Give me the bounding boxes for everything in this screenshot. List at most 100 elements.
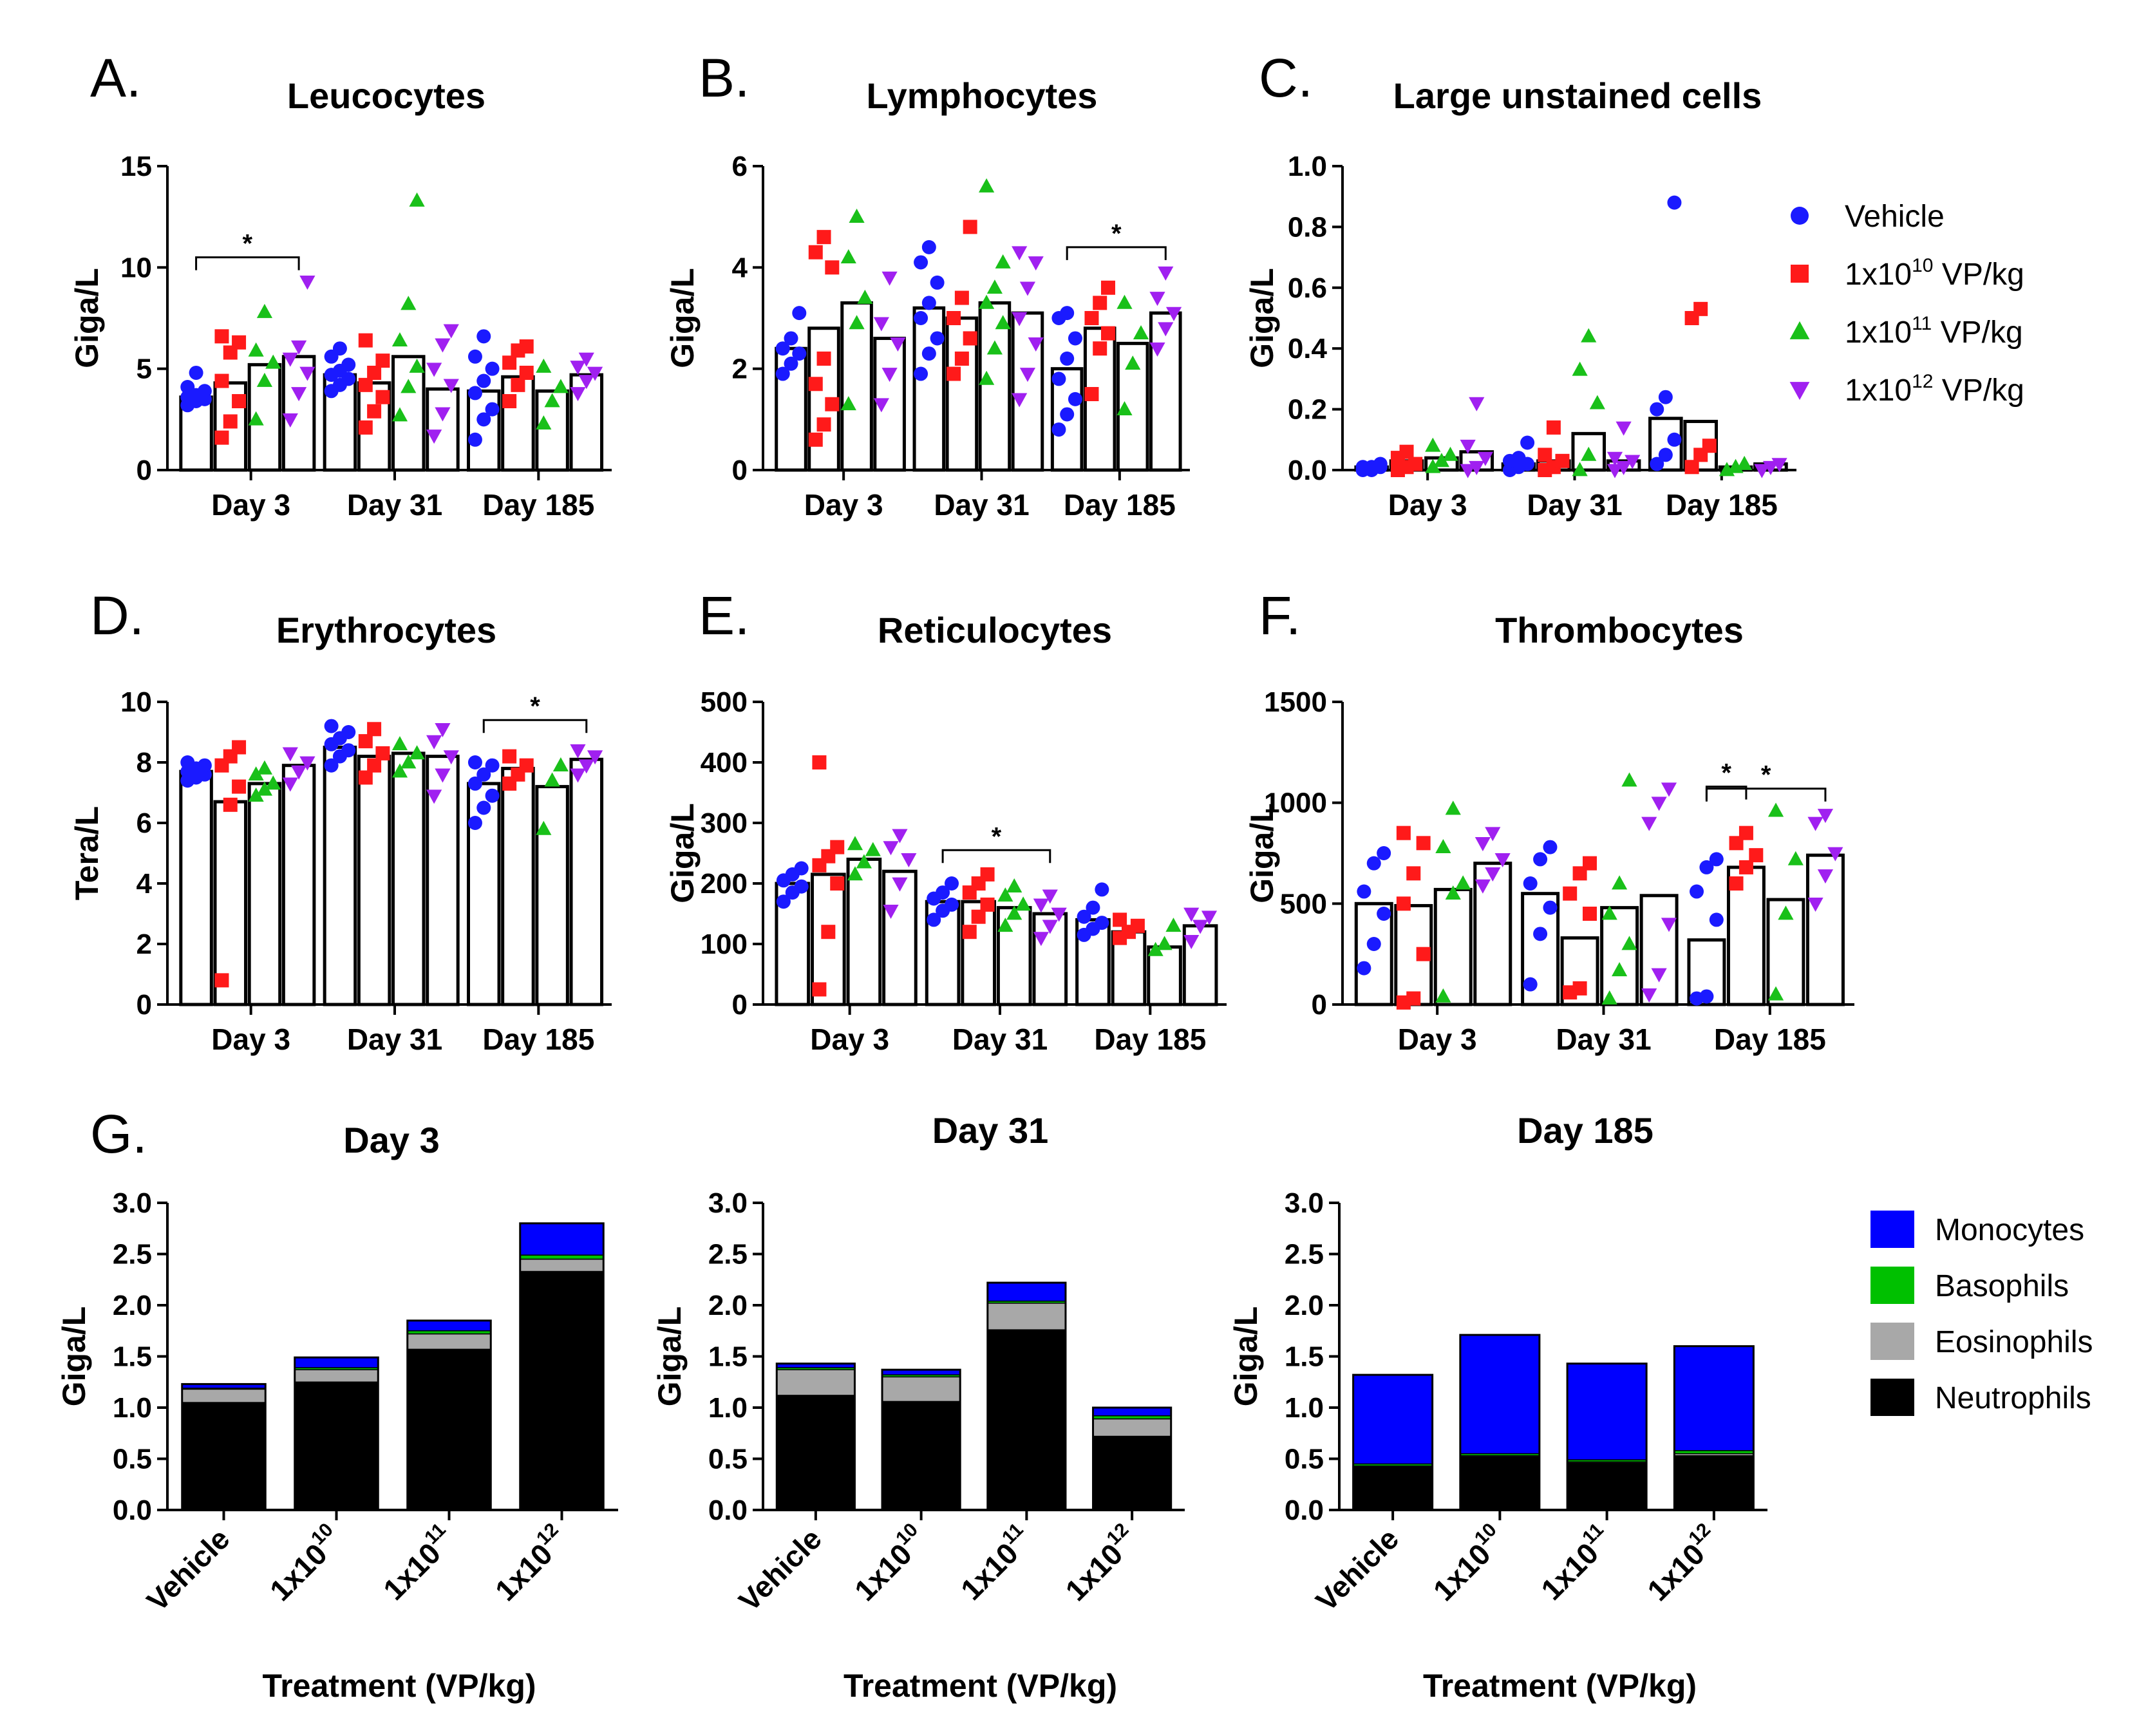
data-point	[921, 296, 936, 310]
data-point	[1709, 912, 1724, 927]
mean-bar	[1011, 311, 1044, 472]
data-point	[291, 387, 307, 402]
legend-label: Monocytes	[1935, 1213, 2084, 1247]
data-point	[997, 918, 1013, 932]
data-point	[980, 897, 995, 912]
y-tick-label: 1.0	[708, 1392, 748, 1424]
data-point	[1060, 306, 1075, 321]
mean-bar	[535, 785, 569, 1006]
data-point	[435, 768, 451, 783]
data-point	[930, 275, 945, 290]
significance-star: *	[992, 822, 1002, 851]
x-category-label: Day 185	[1666, 488, 1778, 522]
panel-letter: A.	[90, 48, 141, 108]
data-point	[816, 351, 831, 366]
data-point	[570, 361, 586, 375]
data-point	[1147, 941, 1164, 956]
y-tick-label: 1000	[1264, 788, 1327, 819]
data-point	[367, 365, 382, 380]
y-tick-label: 0.0	[113, 1495, 152, 1526]
data-point	[282, 747, 298, 762]
data-point	[1012, 393, 1028, 408]
panel-letter: E.	[699, 585, 749, 646]
significance-bracket	[1066, 246, 1167, 260]
data-point	[248, 411, 264, 426]
y-tick-label: 2	[137, 929, 152, 960]
data-point	[1130, 918, 1145, 933]
panel-letter: C.	[1259, 48, 1313, 108]
data-point	[979, 294, 995, 309]
data-point	[485, 361, 500, 376]
data-point	[1051, 372, 1066, 386]
legend-label-base: 1x10	[1845, 258, 1912, 292]
mean-bar	[882, 869, 918, 1006]
data-point	[1396, 896, 1411, 911]
data-point	[1455, 875, 1471, 890]
data-point	[947, 366, 961, 381]
data-point	[476, 329, 491, 344]
data-point	[409, 745, 425, 760]
legend-label-base: Vehicle	[1845, 200, 1945, 234]
data-point	[1738, 826, 1753, 840]
data-point	[1095, 882, 1109, 897]
data-point	[1201, 910, 1218, 925]
y-tick-label: 0.5	[708, 1444, 748, 1475]
data-point	[1377, 846, 1391, 860]
data-point	[1651, 968, 1667, 983]
data-point	[570, 768, 586, 783]
data-point	[1425, 437, 1441, 452]
x-category-label: Day 185	[1094, 1023, 1206, 1056]
y-tick-label: 1.0	[1285, 1392, 1324, 1424]
significance-star: *	[1761, 761, 1771, 789]
data-point	[1612, 875, 1628, 890]
data-point	[476, 800, 491, 815]
x-axis-title: Treatment (VP/kg)	[843, 1668, 1117, 1704]
data-point	[400, 754, 417, 769]
data-point	[467, 776, 482, 791]
data-point	[1116, 294, 1133, 309]
data-point	[282, 413, 298, 428]
y-tick-label: 15	[120, 151, 152, 182]
data-point	[1399, 444, 1414, 459]
data-point	[1445, 800, 1461, 815]
data-point	[1661, 918, 1677, 932]
data-point	[1778, 905, 1794, 920]
data-point	[282, 777, 298, 792]
data-point	[1641, 816, 1657, 831]
data-point	[256, 303, 273, 318]
x-category-label: 1x1010	[261, 1519, 349, 1607]
data-point	[391, 763, 408, 778]
panel-title: Leucocytes	[287, 75, 485, 116]
panel-title: Day 3	[343, 1120, 439, 1160]
data-point	[1477, 451, 1493, 466]
data-point	[1100, 326, 1115, 341]
data-point	[426, 363, 442, 377]
data-point	[341, 725, 356, 739]
stack-segment-basophils	[520, 1254, 604, 1260]
data-point	[1817, 809, 1834, 824]
data-point	[358, 734, 373, 749]
data-point	[963, 220, 977, 234]
x-category-label: 1x1011	[1532, 1519, 1619, 1607]
data-point	[881, 271, 898, 286]
data-point	[443, 750, 459, 765]
y-tick-label: 4	[137, 868, 153, 900]
data-point	[409, 192, 425, 207]
data-point	[232, 740, 247, 755]
data-point	[358, 377, 373, 392]
data-point	[291, 340, 307, 355]
data-point	[358, 420, 373, 435]
data-point	[1625, 455, 1641, 469]
data-point	[1641, 988, 1657, 1003]
data-point	[1767, 986, 1784, 1001]
significance-star: *	[243, 230, 253, 258]
data-point	[332, 341, 347, 356]
data-point	[1460, 439, 1476, 454]
y-tick-label: 4	[732, 252, 748, 283]
data-point	[265, 775, 281, 790]
data-point	[1621, 772, 1637, 787]
data-point	[830, 840, 845, 854]
data-point	[1749, 848, 1764, 863]
data-point	[375, 746, 390, 760]
